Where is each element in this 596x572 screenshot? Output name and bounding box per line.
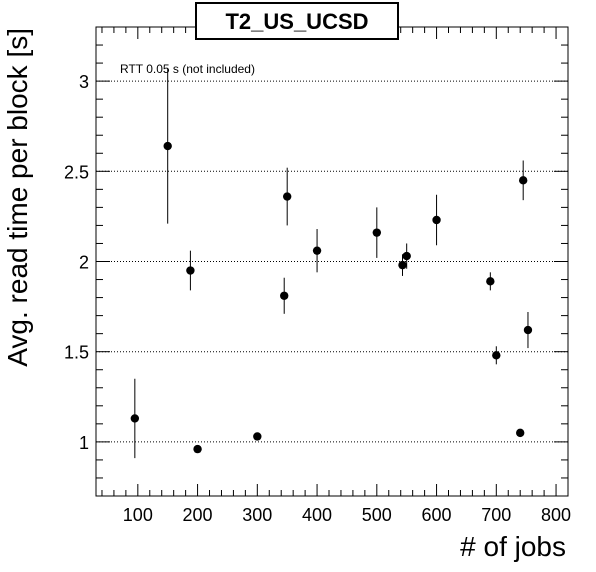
x-tick-label: 200 bbox=[183, 505, 213, 525]
x-tick-label: 400 bbox=[302, 505, 332, 525]
x-tick-label: 600 bbox=[422, 505, 452, 525]
data-point-group bbox=[372, 207, 382, 258]
plot-frame bbox=[95, 26, 569, 497]
data-point-group bbox=[486, 272, 495, 291]
data-point bbox=[193, 444, 202, 454]
data-point bbox=[398, 260, 407, 270]
data-point bbox=[130, 414, 140, 423]
data-point-group bbox=[492, 346, 501, 365]
data-point bbox=[523, 325, 533, 335]
data-point-group bbox=[432, 194, 441, 246]
x-tick-label: 500 bbox=[362, 505, 392, 525]
data-point bbox=[282, 192, 292, 201]
y-tick-label: 2.5 bbox=[64, 162, 89, 182]
data-point-group bbox=[398, 254, 407, 276]
data-point bbox=[518, 176, 528, 185]
data-point-group bbox=[312, 229, 322, 273]
x-tick-label: 100 bbox=[123, 505, 153, 525]
data-point-group bbox=[280, 277, 289, 314]
y-tick-label: 3 bbox=[79, 72, 89, 92]
x-axis-label: # of jobs bbox=[460, 531, 566, 562]
data-point bbox=[432, 215, 441, 225]
data-point bbox=[486, 277, 495, 286]
ticks-layer: 100 200 300 400 500 600 700 800 1 1.5 2 2.5 3 bbox=[64, 26, 571, 525]
data-point bbox=[186, 266, 195, 275]
data-point-group bbox=[163, 68, 172, 224]
data-point-group bbox=[518, 160, 528, 201]
data-point-group bbox=[402, 243, 411, 269]
data-point bbox=[372, 228, 382, 237]
data-point-group bbox=[193, 444, 202, 454]
y-tick-label: 2 bbox=[79, 253, 89, 273]
data-point-group bbox=[130, 378, 140, 459]
data-point bbox=[402, 251, 411, 261]
data-point-group bbox=[253, 432, 262, 441]
grid-layer bbox=[96, 80, 568, 443]
data-point-group bbox=[523, 312, 533, 349]
y-axis-label: Avg. read time per block [s] bbox=[2, 28, 33, 367]
title-frame bbox=[195, 2, 399, 40]
data-point-group bbox=[186, 250, 195, 291]
x-tick-label: 800 bbox=[541, 505, 571, 525]
data-point bbox=[253, 432, 262, 441]
chart-title: T2_US_UCSD bbox=[225, 9, 368, 34]
x-tick-label: 300 bbox=[242, 505, 272, 525]
y-tick-label: 1 bbox=[79, 433, 89, 453]
data-point-group bbox=[282, 167, 292, 226]
x-tick-label: 700 bbox=[481, 505, 511, 525]
data-point bbox=[492, 351, 501, 360]
y-tick-label: 1.5 bbox=[64, 343, 89, 363]
data-point bbox=[312, 246, 322, 255]
data-point-group bbox=[516, 428, 525, 438]
data-point bbox=[163, 141, 172, 151]
data-point bbox=[516, 428, 525, 438]
data-layer bbox=[130, 68, 533, 459]
data-point bbox=[280, 291, 289, 300]
title-box: T2_US_UCSD bbox=[195, 2, 399, 40]
chart-annotation: RTT 0.05 s (not included) bbox=[120, 62, 255, 76]
